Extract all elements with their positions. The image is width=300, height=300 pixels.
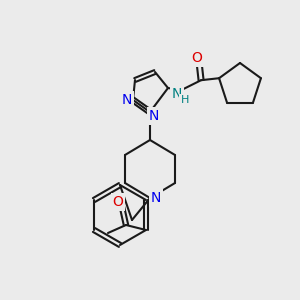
Text: N: N <box>149 109 159 123</box>
Text: N: N <box>151 191 161 205</box>
Text: O: O <box>192 51 203 65</box>
Text: N: N <box>172 87 182 101</box>
Text: H: H <box>181 95 189 105</box>
Text: O: O <box>112 195 123 209</box>
Text: N: N <box>122 93 132 107</box>
